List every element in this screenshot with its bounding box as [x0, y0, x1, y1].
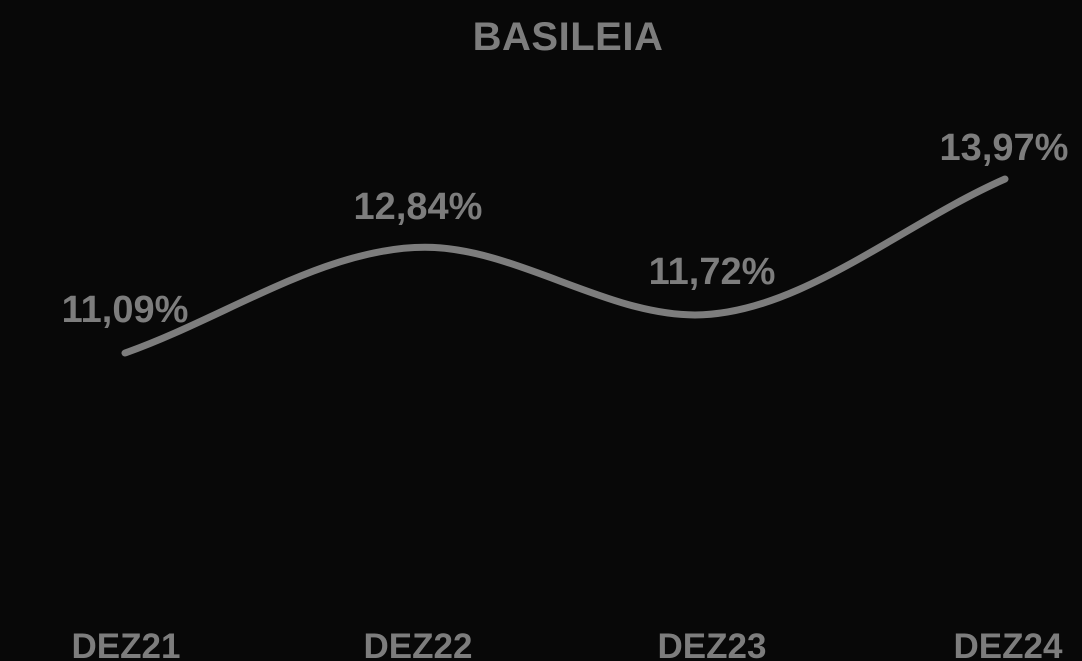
series-line	[121, 175, 1009, 357]
data-label-dez21: 11,09%	[62, 289, 189, 331]
x-axis-ticks: DEZ21 DEZ22 DEZ23 DEZ24	[72, 627, 1063, 661]
x-tick-dez21: DEZ21	[72, 627, 181, 661]
data-label-dez22: 12,84%	[354, 186, 483, 228]
chart-title: BASILEIA	[473, 15, 664, 59]
data-label-dez23: 11,72%	[649, 251, 776, 293]
x-tick-dez23: DEZ23	[658, 627, 767, 661]
data-labels: 11,09% 12,84% 11,72% 13,97%	[62, 127, 1069, 331]
x-tick-dez24: DEZ24	[954, 627, 1063, 661]
series-layer	[121, 175, 1009, 357]
data-label-dez24: 13,97%	[940, 127, 1069, 169]
x-tick-dez22: DEZ22	[364, 627, 473, 661]
